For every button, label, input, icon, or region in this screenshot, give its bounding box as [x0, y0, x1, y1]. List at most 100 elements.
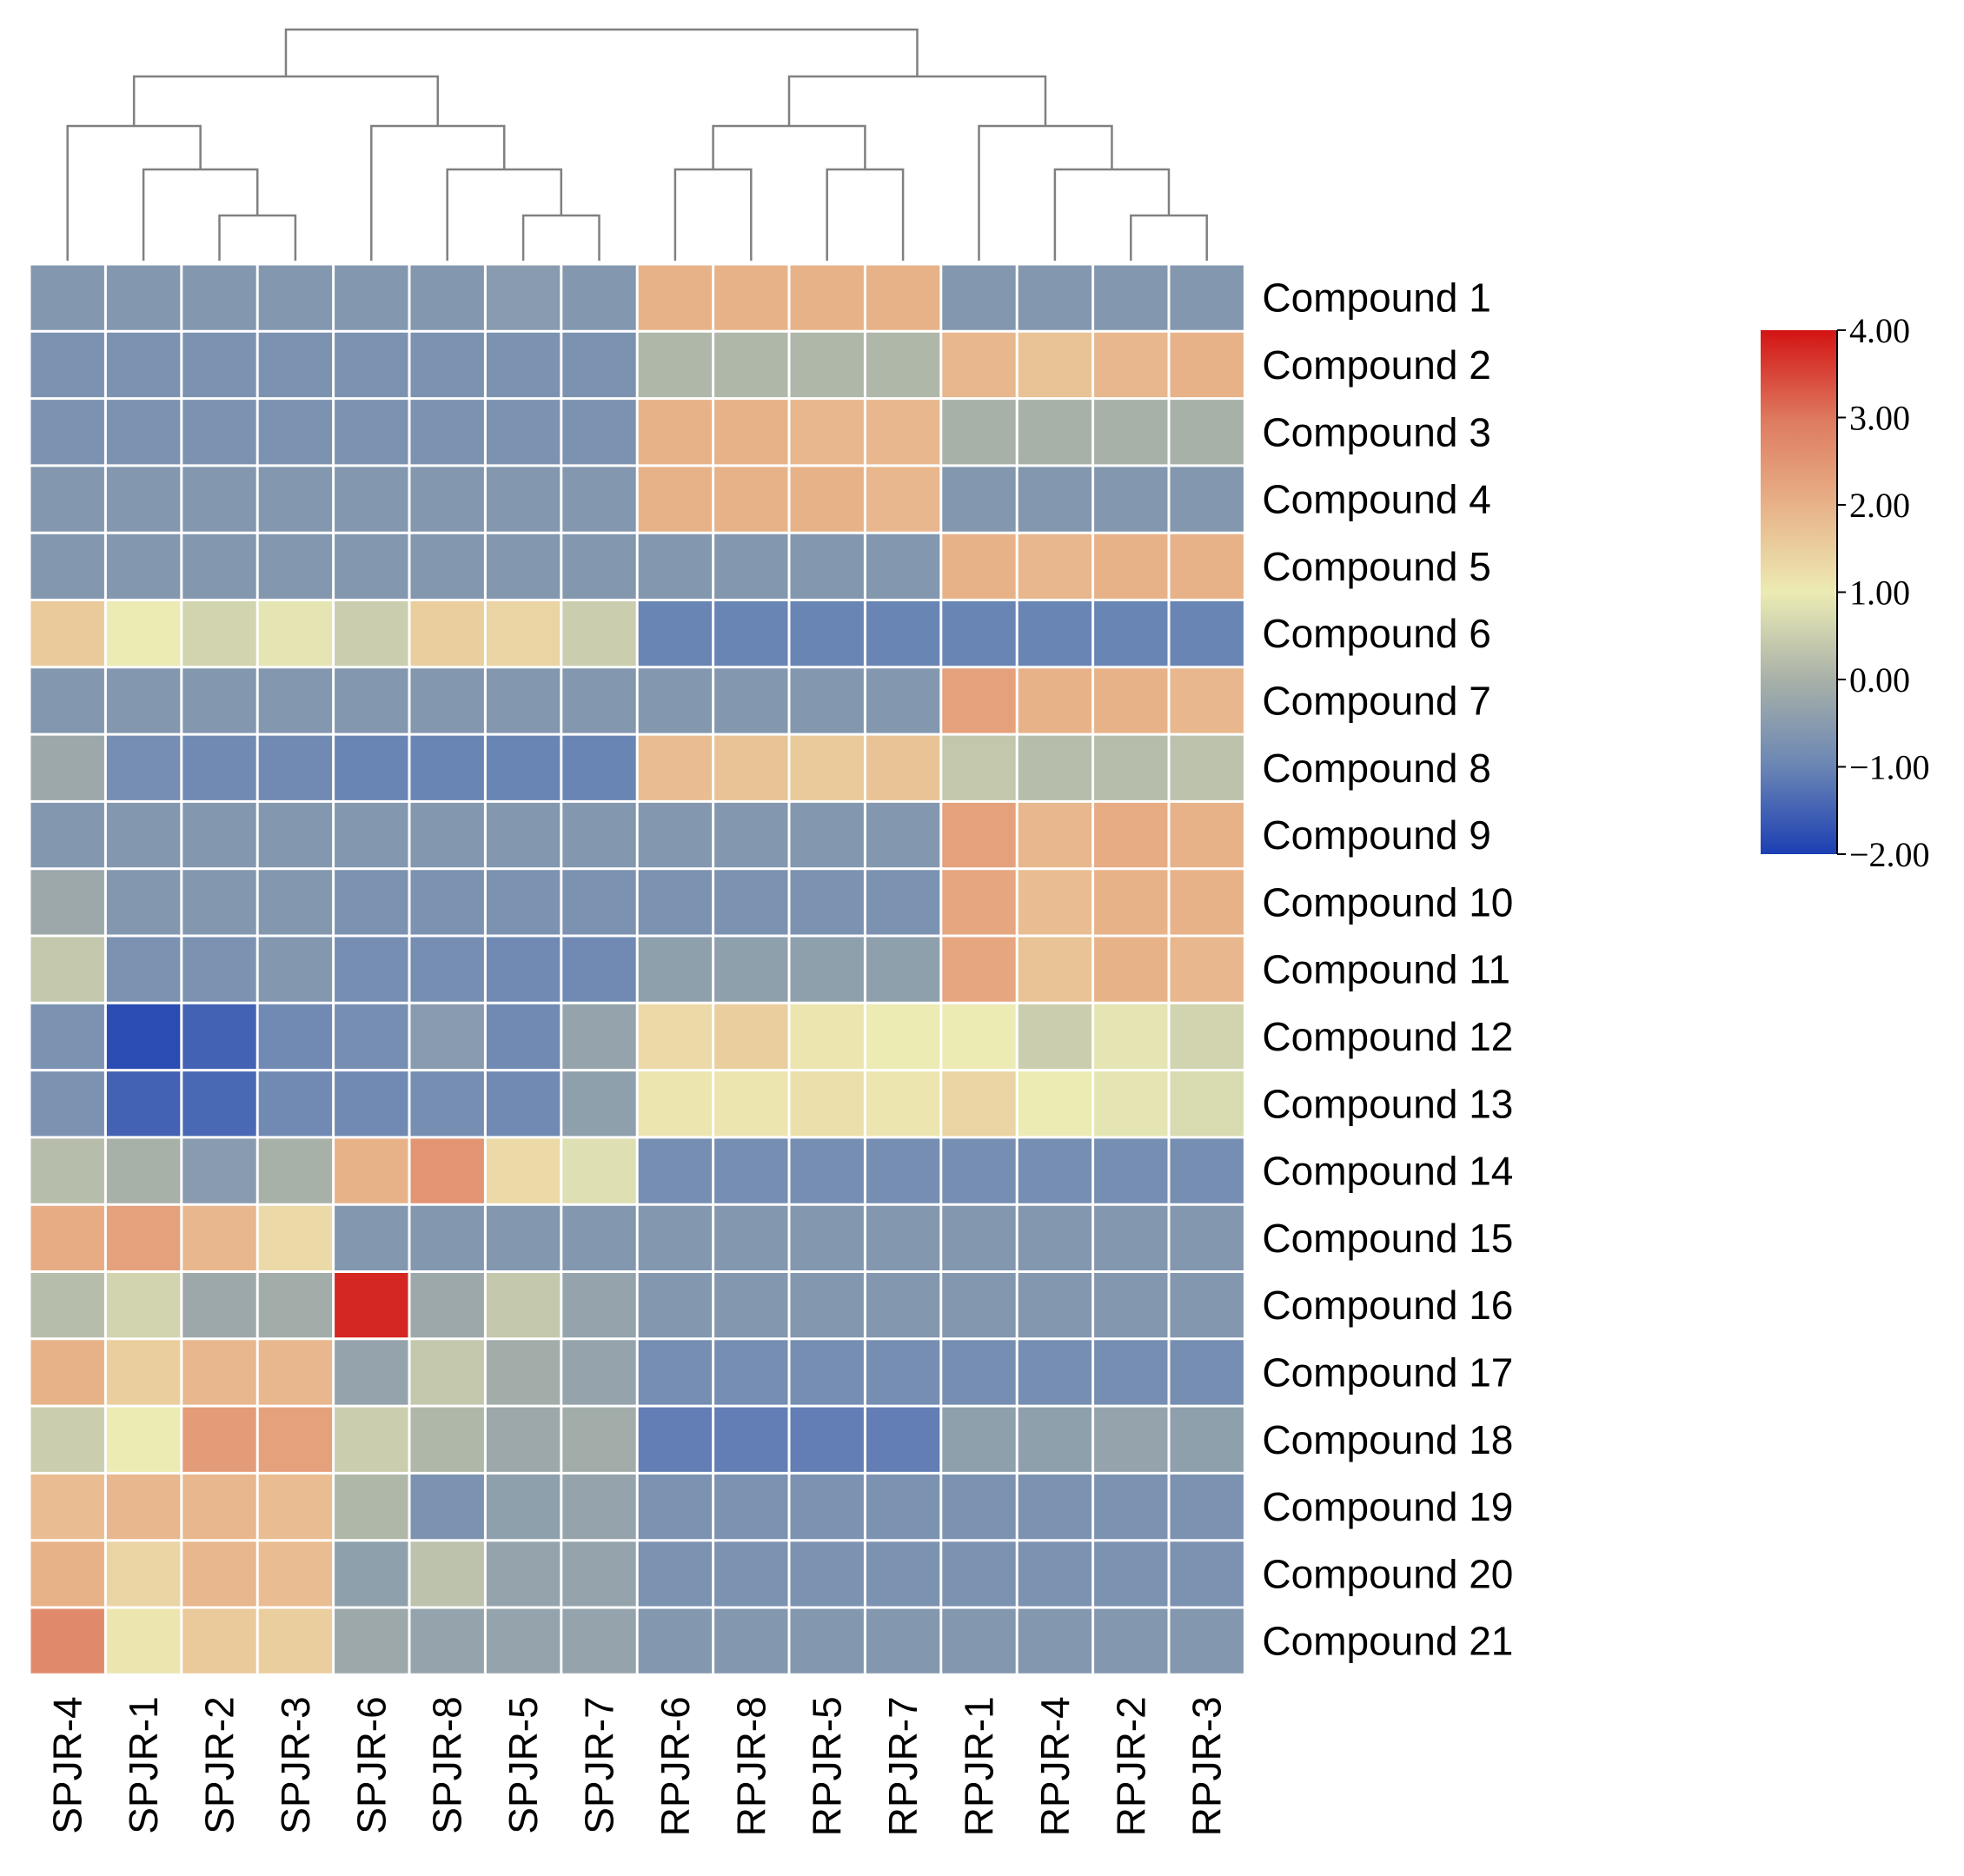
row-label: Compound 20 [1262, 1551, 1513, 1596]
heatmap-cell [1017, 1204, 1094, 1272]
heatmap-cell [105, 1540, 182, 1608]
heatmap-cell [561, 465, 638, 534]
heatmap-cell [940, 1137, 1018, 1205]
heatmap-cell [637, 801, 714, 870]
heatmap-cell [257, 331, 335, 400]
dendrogram-link [1130, 214, 1208, 261]
heatmap-cell [257, 1540, 335, 1608]
heatmap-cell [409, 1338, 486, 1407]
row-label: Compound 17 [1262, 1349, 1513, 1395]
heatmap-cell [1092, 1070, 1170, 1138]
heatmap-cell [940, 1406, 1018, 1474]
heatmap-cell [637, 1070, 714, 1138]
heatmap-cell [333, 1608, 410, 1675]
heatmap-cell [30, 1003, 106, 1071]
heatmap-cell [940, 1338, 1018, 1407]
column-label: SPJR-4 [45, 1696, 90, 1833]
heatmap-cell [789, 465, 866, 534]
heatmap-cell [789, 331, 866, 400]
heatmap-cell [1017, 1070, 1094, 1138]
heatmap-cell [789, 1540, 866, 1608]
heatmap-cell [561, 868, 638, 937]
heatmap-cell [105, 533, 182, 600]
heatmap-cell [1092, 734, 1170, 802]
heatmap-cell [181, 734, 258, 802]
column-label: RPJR-1 [957, 1696, 1002, 1836]
heatmap-cell [30, 264, 106, 332]
heatmap-cell [789, 1608, 866, 1675]
heatmap-cell [30, 666, 106, 735]
row-label: Compound 18 [1262, 1417, 1513, 1462]
heatmap-cell [181, 398, 258, 467]
heatmap-cell [333, 868, 410, 937]
heatmap-cell [940, 936, 1018, 1004]
column-label: RPJR-8 [728, 1696, 773, 1836]
heatmap-cell [637, 936, 714, 1004]
heatmap-cell [713, 1406, 790, 1474]
heatmap-cell [30, 533, 106, 600]
heatmap-cell [713, 1608, 790, 1675]
heatmap-cell [105, 1338, 182, 1407]
heatmap-cell [1092, 1003, 1170, 1071]
heatmap-cell [30, 801, 106, 870]
heatmap-cell [257, 1473, 335, 1541]
heatmap-cell [713, 1473, 790, 1541]
heatmap-cell [485, 398, 562, 467]
heatmap-cell [1169, 868, 1245, 937]
row-label: Compound 5 [1262, 544, 1490, 589]
heatmap-cell [789, 1338, 866, 1407]
heatmap-cell [865, 801, 942, 870]
heatmap-cell [409, 533, 486, 600]
heatmap-cell [865, 264, 942, 332]
heatmap-cell [105, 1070, 182, 1138]
heatmap-cell [940, 1204, 1018, 1272]
heatmap-cell [257, 600, 335, 668]
heatmap-cell [940, 1473, 1018, 1541]
heatmap-cell [789, 1406, 866, 1474]
heatmap-cell [789, 600, 866, 668]
heatmap-cell [485, 1271, 562, 1340]
heatmap-cell [257, 1204, 335, 1272]
heatmap-cell [1092, 801, 1170, 870]
heatmap-cell [333, 1204, 410, 1272]
heatmap-cell [1092, 398, 1170, 467]
colorbar: 4.00 3.00 2.00 1.00 0.00 −1.00 −2.00 [1761, 311, 1930, 874]
heatmap-cell [181, 1608, 258, 1675]
heatmap-cell [1169, 331, 1245, 400]
heatmap-cell [333, 1473, 410, 1541]
heatmap-cell [789, 734, 866, 802]
heatmap-cell [30, 868, 106, 937]
heatmap-cell [485, 801, 562, 870]
heatmap-cell [637, 264, 714, 332]
heatmap-cell [485, 936, 562, 1004]
heatmap-cell [1092, 868, 1170, 937]
heatmap-cell [30, 465, 106, 534]
heatmap-cell [257, 936, 335, 1004]
column-labels: SPJR-4 SPJR-1 SPJR-2 SPJR-3 SPJR-6 SPJR-8 SPJR… [45, 1696, 1230, 1836]
heatmap-cell [257, 398, 335, 467]
heatmap-cell [637, 1338, 714, 1407]
heatmap-cell [409, 734, 486, 802]
heatmap-cell [865, 331, 942, 400]
heatmap-cell [105, 734, 182, 802]
heatmap-cell [1169, 1003, 1245, 1071]
heatmap-cell [561, 1271, 638, 1340]
heatmap-cell [181, 868, 258, 937]
heatmap-cell [561, 1608, 638, 1675]
colorbar-tick-label: 1.00 [1849, 573, 1910, 613]
dendrogram-link [826, 168, 905, 261]
heatmap-cell [713, 1271, 790, 1340]
heatmap-cell [409, 1003, 486, 1071]
row-label: Compound 11 [1262, 947, 1510, 992]
heatmap-cell [181, 331, 258, 400]
heatmap-cell [713, 868, 790, 937]
column-label: SPJR-7 [577, 1696, 622, 1833]
column-dendrogram [66, 28, 1208, 261]
heatmap-cell [1169, 398, 1245, 467]
heatmap-cell [713, 1003, 790, 1071]
heatmap-cell [1169, 1070, 1245, 1138]
heatmap-cell [257, 465, 335, 534]
row-label: Compound 4 [1262, 477, 1490, 522]
row-label: Compound 19 [1262, 1484, 1513, 1529]
